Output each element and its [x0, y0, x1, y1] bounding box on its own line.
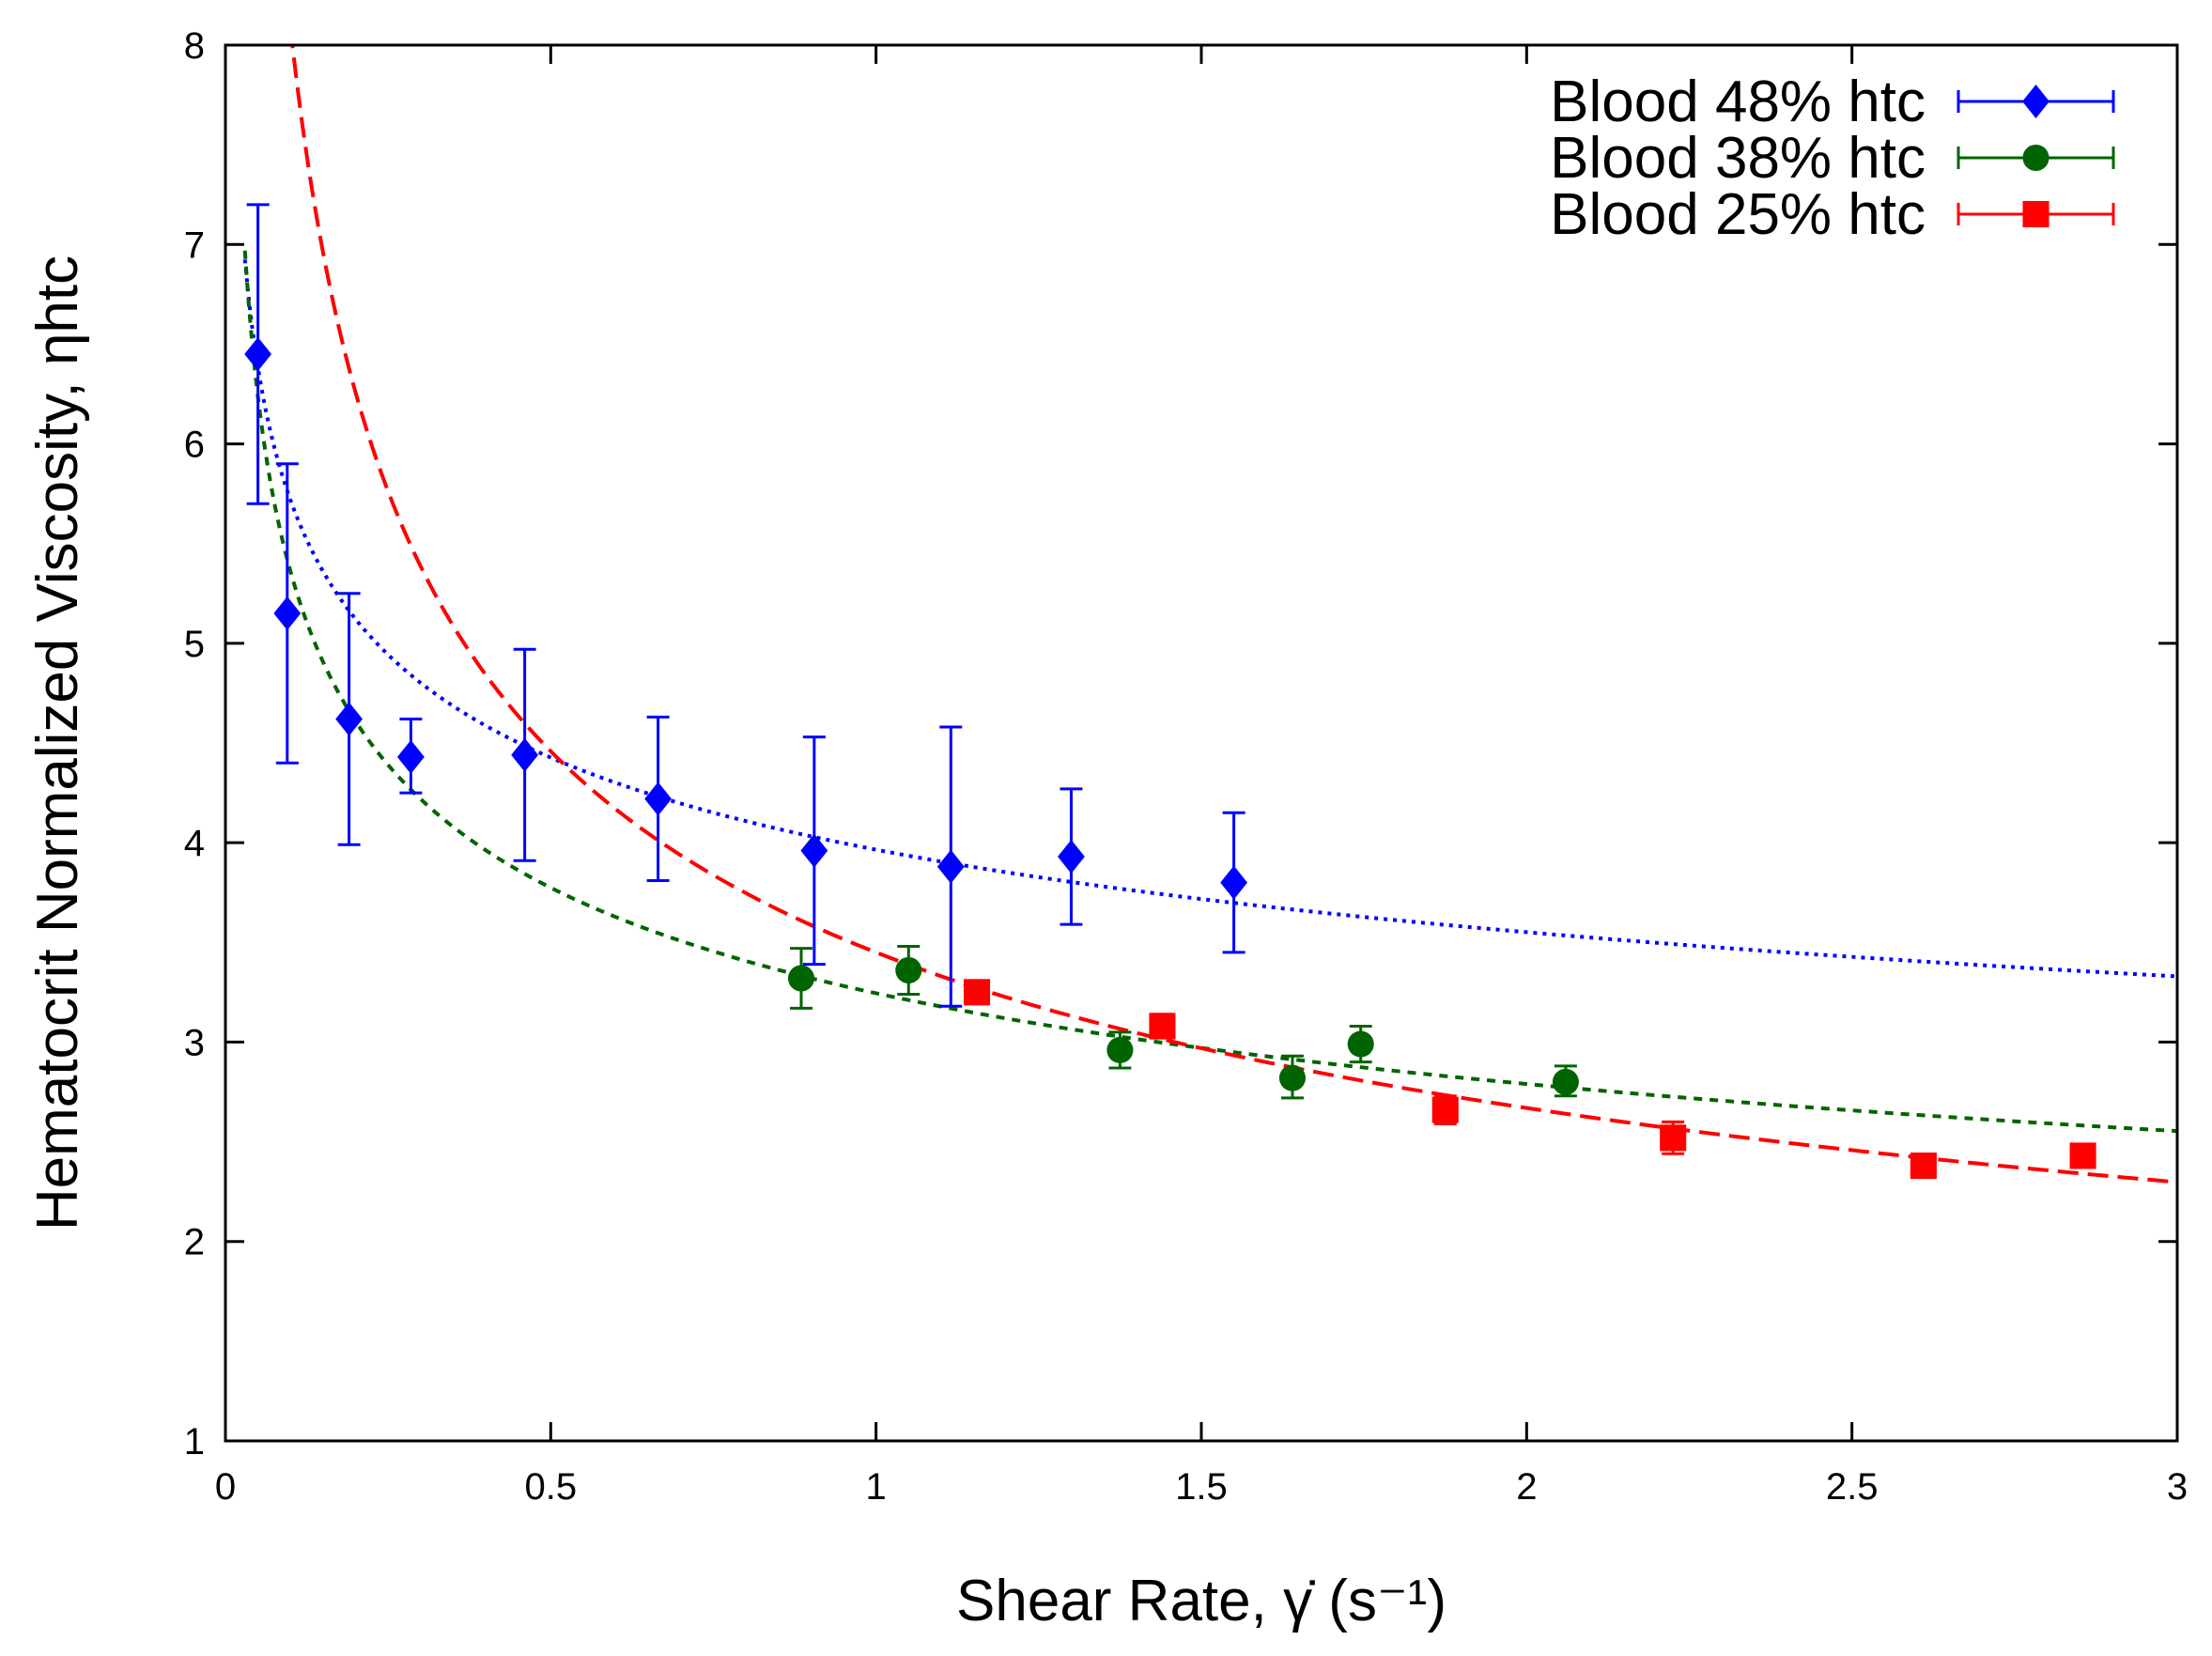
- data-point: [1149, 1013, 1176, 1040]
- data-point: [335, 702, 364, 736]
- axis-tick-labels: 0 0.5 1 1.5 2 2.5 3 1 2 3 4 5 6 7 8: [184, 25, 2188, 1508]
- data-markers: [244, 337, 2096, 1180]
- data-point: [273, 596, 302, 631]
- data-point: [644, 782, 673, 816]
- x-tick-label: 1: [866, 1466, 887, 1508]
- x-axis-title: Shear Rate, γ̇ (s⁻¹): [956, 1569, 1446, 1633]
- data-point: [963, 979, 991, 1006]
- data-point: [1278, 1064, 1307, 1091]
- data-point: [2022, 200, 2050, 228]
- y-tick-label: 5: [184, 624, 205, 665]
- y-tick-label: 3: [184, 1022, 205, 1063]
- data-point: [1552, 1068, 1579, 1095]
- fit-curve: [242, 259, 2177, 979]
- data-point: [1106, 1036, 1134, 1063]
- data-point: [787, 965, 815, 992]
- data-point: [1431, 1096, 1459, 1123]
- x-tick-label: 2: [1516, 1466, 1537, 1508]
- axis-ticks: [224, 43, 2179, 1443]
- legend-label: Blood 38% htc: [1550, 126, 1926, 191]
- legend-label: Blood 48% htc: [1550, 70, 1926, 134]
- x-tick-label: 0: [215, 1466, 236, 1508]
- data-point: [800, 833, 828, 868]
- x-tick-label: 3: [2167, 1466, 2188, 1508]
- data-point: [895, 956, 922, 984]
- data-point: [244, 337, 272, 372]
- y-axis-title: Hematocrit Normalized Viscosity, ηhtc: [25, 255, 90, 1230]
- y-tick-label: 6: [184, 425, 205, 466]
- data-point: [2069, 1142, 2096, 1169]
- data-point: [936, 849, 965, 884]
- y-tick-label: 2: [184, 1222, 205, 1263]
- data-point: [1660, 1124, 1687, 1152]
- data-point: [1347, 1030, 1374, 1058]
- data-point: [1058, 840, 1085, 874]
- data-point: [2022, 85, 2050, 118]
- x-tick-label: 2.5: [1826, 1466, 1879, 1508]
- y-tick-label: 8: [184, 25, 205, 67]
- y-tick-label: 1: [184, 1421, 205, 1463]
- y-tick-label: 4: [184, 823, 205, 864]
- data-point: [511, 737, 539, 772]
- data-point: [2022, 144, 2050, 172]
- x-tick-label: 1.5: [1175, 1466, 1228, 1508]
- data-point: [1220, 865, 1248, 900]
- data-point: [1910, 1153, 1937, 1180]
- y-tick-label: 7: [184, 224, 205, 266]
- legend-label: Blood 25% htc: [1550, 182, 1926, 247]
- x-tick-label: 0.5: [525, 1466, 578, 1508]
- data-point: [397, 739, 425, 774]
